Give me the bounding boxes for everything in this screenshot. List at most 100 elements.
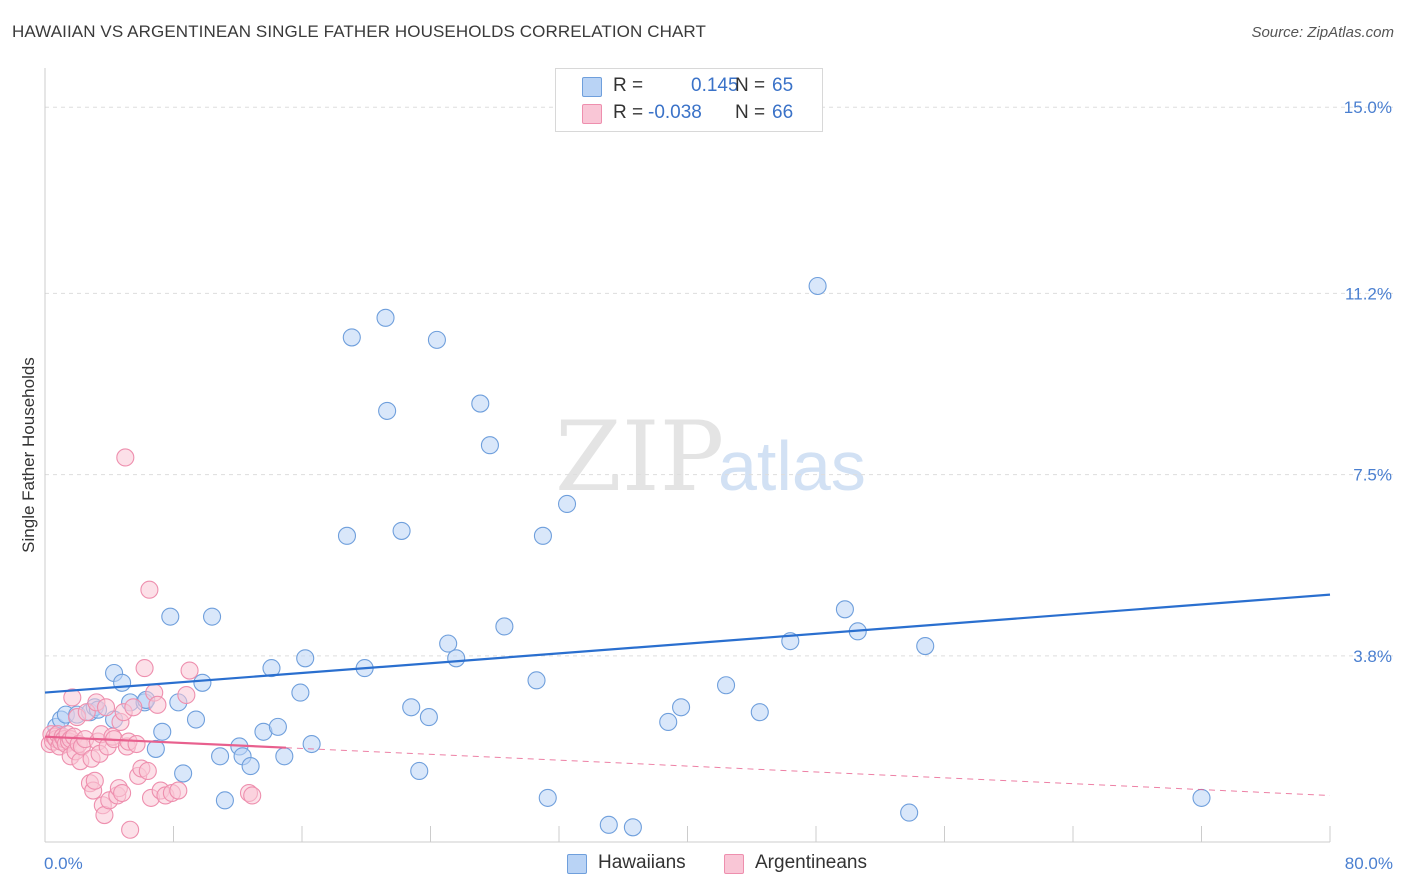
y-axis-label: Single Father Households <box>19 357 38 553</box>
x-tick-label-min: 0.0% <box>44 854 83 873</box>
hawaiian-point <box>402 698 421 717</box>
legend-row-hawaiians: R = 0.145 N = 65 <box>556 73 822 99</box>
hawaiian-point <box>1192 788 1211 807</box>
argentinean-point <box>180 661 199 680</box>
hawaiians-trend-line <box>44 593 1331 694</box>
argentinean-point <box>148 695 167 714</box>
argentineans-trend-line <box>44 735 286 749</box>
argentinean-point <box>121 820 140 839</box>
hawaiian-point <box>203 607 222 626</box>
hawaiian-point <box>337 526 357 545</box>
hawaiian-point <box>716 676 736 695</box>
hawaiian-point <box>153 722 172 741</box>
argentinean-point <box>140 580 159 599</box>
legend-n-label: N = <box>735 75 766 96</box>
y-tick-label: 11.2% <box>1345 284 1392 303</box>
hawaiian-point <box>378 401 397 420</box>
hawaiian-point <box>302 734 321 754</box>
hawaiian-point <box>211 747 230 766</box>
hawaiian-point <box>623 818 642 837</box>
legend-r-value: -0.038 <box>648 102 702 123</box>
hawaiian-point <box>672 698 691 717</box>
hawaiian-point <box>241 757 260 776</box>
hawaiian-point <box>146 739 165 758</box>
argentineans-trend-extension <box>285 747 1331 796</box>
argentineans-swatch <box>582 104 602 124</box>
argentinean-point <box>113 783 132 803</box>
argentineans-points <box>40 448 262 839</box>
hawaiian-point <box>268 717 287 736</box>
hawaiians-points <box>47 276 1211 837</box>
argentinean-point <box>169 781 188 800</box>
hawaiian-point <box>808 276 827 296</box>
hawaiian-point <box>471 394 490 413</box>
watermark-zip: ZIP <box>555 401 724 513</box>
argentinean-point <box>135 659 154 678</box>
hawaiian-point <box>262 659 281 678</box>
hawaiian-point <box>495 617 514 636</box>
watermark-atlas: atlas <box>718 427 866 505</box>
hawaiian-point <box>113 673 132 692</box>
gridlines <box>45 106 1395 657</box>
legend-n-value: 66 <box>772 102 794 123</box>
hawaiian-point <box>439 634 458 653</box>
tick-labels: 3.8% 7.5% 11.2% 15.0% 0.0% 80.0% <box>44 98 1393 873</box>
legend-row-argentineans: R = -0.038 N = 66 <box>556 100 822 126</box>
hawaiians-swatch <box>567 854 587 874</box>
hawaiian-point <box>296 649 315 668</box>
hawaiian-point <box>291 683 310 702</box>
hawaiian-point <box>342 328 361 347</box>
hawaiian-point <box>659 712 678 732</box>
argentinean-point <box>138 761 157 781</box>
argentineans-swatch <box>724 854 744 874</box>
hawaiian-point <box>410 761 429 781</box>
legend-r-label: R = <box>613 75 644 96</box>
chart-title: HAWAIIAN VS ARGENTINEAN SINGLE FATHER HO… <box>12 22 706 41</box>
hawaiian-point <box>900 803 919 822</box>
legend-r-value: 0.145 <box>691 75 739 96</box>
legend-n-value: 65 <box>772 75 794 96</box>
hawaiian-point <box>538 788 557 807</box>
hawaiian-point <box>480 436 499 455</box>
hawaiian-point <box>527 671 546 690</box>
y-tick-label: 3.8% <box>1353 647 1392 666</box>
trend-lines <box>44 593 1331 796</box>
hawaiian-point <box>533 526 552 545</box>
hawaiian-point <box>427 330 446 349</box>
argentinean-point <box>96 698 116 717</box>
hawaiian-point <box>275 747 294 766</box>
hawaiian-point <box>835 600 854 619</box>
hawaiian-point <box>750 703 769 722</box>
hawaiian-point <box>161 607 180 626</box>
hawaiian-point <box>599 815 618 834</box>
argentinean-point <box>127 734 146 754</box>
hawaiian-point <box>419 708 438 727</box>
argentineans-legend-label: Argentineans <box>755 852 867 873</box>
argentinean-point <box>85 771 104 790</box>
argentinean-point <box>177 685 196 705</box>
y-tick-label: 7.5% <box>1353 466 1392 485</box>
axes <box>44 68 1331 843</box>
stats-legend: R = 0.145 N = 65 R = -0.038 N = 66 <box>555 68 823 132</box>
hawaiian-point <box>186 710 206 729</box>
argentinean-point <box>243 786 262 805</box>
y-tick-label: 15.0% <box>1344 98 1392 117</box>
argentinean-point <box>124 698 143 717</box>
hawaiian-point <box>557 494 577 514</box>
hawaiians-legend-label: Hawaiians <box>598 852 686 873</box>
hawaiian-point <box>174 764 193 783</box>
hawaiian-point <box>215 791 234 810</box>
source-credit: Source: ZipAtlas.com <box>1251 24 1394 41</box>
hawaiian-point <box>193 673 212 692</box>
hawaiian-point <box>447 649 466 668</box>
hawaiian-point <box>392 521 411 540</box>
argentinean-point <box>116 448 135 467</box>
x-tick-label-max: 80.0% <box>1345 854 1393 873</box>
hawaiians-swatch <box>582 77 602 97</box>
hawaiian-point <box>916 637 935 656</box>
legend-r-label: R = <box>613 102 644 123</box>
hawaiian-point <box>376 308 395 327</box>
legend-n-label: N = <box>735 102 766 123</box>
argentinean-point <box>63 688 82 707</box>
